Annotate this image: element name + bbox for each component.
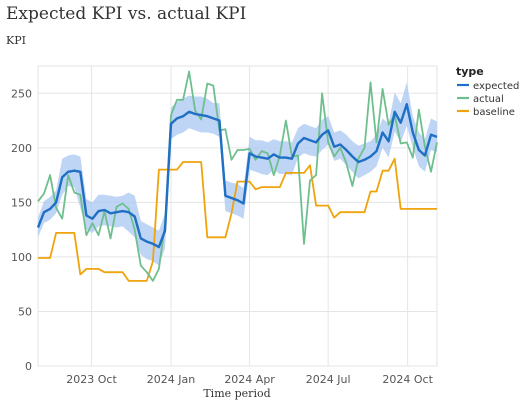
expected-confidence-band (38, 82, 437, 266)
confidence-band-layer (38, 82, 437, 266)
y-axis-title: KPI (6, 34, 26, 47)
series-line-baseline (38, 157, 437, 282)
x-axis-title: Time period (203, 387, 270, 400)
y-tick-label: 0 (25, 360, 32, 373)
legend: type expected actual baseline (456, 65, 519, 118)
chart-title: Expected KPI vs. actual KPI (6, 4, 247, 24)
legend-label-baseline: baseline (473, 107, 515, 118)
legend-title: type (456, 65, 484, 78)
x-tick-label: 2024 Jul (306, 373, 351, 386)
legend-label-actual: actual (473, 94, 504, 105)
series-layer (36, 70, 438, 282)
legend-label-expected: expected (473, 81, 519, 92)
y-tick-label: 100 (11, 251, 32, 264)
series-line-expected (36, 102, 438, 249)
y-tick-label: 150 (11, 196, 32, 209)
x-tick-label: 2024 Oct (382, 373, 433, 386)
x-tick-label: 2024 Jan (147, 373, 195, 386)
y-tick-label: 200 (11, 142, 32, 155)
y-tick-label: 250 (11, 87, 32, 100)
x-tick-label: 2023 Oct (66, 373, 117, 386)
y-tick-label: 50 (18, 305, 32, 318)
x-tick-label: 2024 Apr (224, 373, 275, 386)
tick-labels: 0 50 100 150 200 250 2023 Oct 2024 Jan 2024 Apr 2… (11, 87, 434, 386)
